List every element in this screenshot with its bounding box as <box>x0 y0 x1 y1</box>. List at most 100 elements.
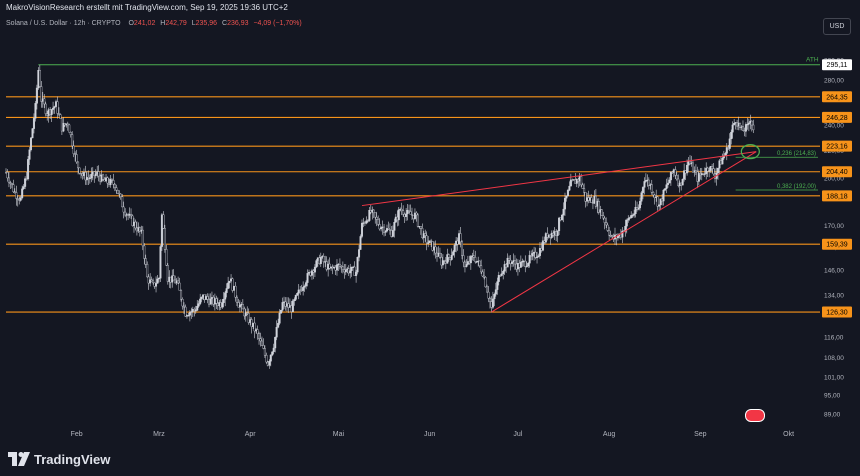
candle-body <box>193 309 196 311</box>
candle-body <box>258 333 261 339</box>
candle-body <box>280 309 283 314</box>
candle-body <box>446 254 449 264</box>
flag-icon[interactable] <box>745 409 765 422</box>
ath-price-tag <box>822 59 852 71</box>
candle-body <box>78 167 81 174</box>
candle-body <box>62 123 65 132</box>
y-tick-label: 200,00 <box>824 176 844 183</box>
candle-body <box>143 245 146 259</box>
candle-body <box>519 261 522 268</box>
candle-body <box>71 134 74 147</box>
candle-body <box>602 215 605 219</box>
candle-body <box>122 206 125 213</box>
candle-body <box>77 161 80 169</box>
candle-body <box>269 354 272 362</box>
currency-button[interactable]: USD <box>823 18 851 35</box>
candle-body <box>52 107 55 110</box>
open-label: O <box>128 20 134 27</box>
candle-body <box>405 213 408 217</box>
y-tick-label: 89,00 <box>824 412 841 419</box>
candle-body <box>303 285 306 288</box>
candle-body <box>194 310 197 312</box>
candle-body <box>647 179 650 186</box>
candle-body <box>374 212 377 218</box>
candle-body <box>72 145 75 154</box>
candle-body <box>106 177 109 184</box>
candle-body <box>197 303 200 307</box>
candle-body <box>443 260 446 262</box>
candle-body <box>119 193 122 197</box>
trendline <box>491 151 757 313</box>
close-value: 236,93 <box>227 20 249 27</box>
candle-body <box>500 273 503 276</box>
candle-body <box>353 266 356 276</box>
candle-body <box>221 302 224 308</box>
level-price-tag <box>822 166 852 178</box>
candle-body <box>584 192 587 202</box>
candle-body <box>431 241 434 251</box>
candle-body <box>57 113 60 115</box>
level-price-tag <box>822 238 852 250</box>
candle-body <box>121 196 124 208</box>
candle-body <box>561 214 564 220</box>
close-label: C <box>222 20 228 27</box>
candle-body <box>256 329 259 334</box>
candle-body <box>291 300 294 312</box>
candle-body <box>469 256 472 264</box>
x-tick-label: Aug <box>603 431 616 438</box>
x-tick-label: Feb <box>71 431 83 438</box>
candle-body <box>162 214 165 229</box>
candle-body <box>534 251 537 258</box>
candle-body <box>109 179 112 186</box>
candle-body <box>182 305 185 308</box>
candle-body <box>302 287 305 291</box>
candle-body <box>652 192 655 196</box>
candle-body <box>474 257 477 263</box>
candle-body <box>172 275 175 281</box>
candle-body <box>384 230 387 233</box>
candle-body <box>231 278 234 291</box>
candle-body <box>400 208 403 211</box>
candle-body <box>415 212 418 216</box>
candle-body <box>281 302 284 311</box>
candle-body <box>134 221 137 229</box>
candle-body <box>377 219 380 225</box>
high-label: H <box>160 20 166 27</box>
open-value: 241,02 <box>133 20 156 27</box>
level-price-label: 204,40 <box>826 169 848 176</box>
candle-body <box>662 189 665 202</box>
candle-body <box>196 306 199 311</box>
y-tick-label: 108,00 <box>824 355 844 362</box>
candle-body <box>278 312 281 324</box>
candle-body <box>388 229 391 231</box>
candle-body <box>452 251 455 256</box>
candle-body <box>262 345 265 349</box>
candle-body <box>391 230 394 237</box>
candle-body <box>508 257 511 261</box>
candle-body <box>411 214 414 216</box>
candle-body <box>494 289 497 295</box>
candle-body <box>397 209 400 221</box>
candle-body <box>387 228 390 230</box>
candle-body <box>487 291 490 299</box>
candle-body <box>730 131 733 140</box>
candle-body <box>225 288 228 293</box>
candle-body <box>686 164 689 174</box>
candle-body <box>616 235 619 239</box>
candle-body <box>338 263 341 267</box>
candle-body <box>19 197 22 201</box>
candle-body <box>110 179 113 181</box>
candle-body <box>744 124 747 132</box>
candle-body <box>181 298 184 307</box>
candle-body <box>277 323 280 328</box>
candle-body <box>322 256 325 263</box>
candle-body <box>66 123 69 126</box>
y-tick-label: 116,00 <box>824 334 844 341</box>
candle-body <box>293 299 296 302</box>
x-tick-label: Jun <box>424 431 435 438</box>
candle-body <box>124 211 127 216</box>
candle-body <box>359 236 362 250</box>
candle-body <box>413 212 416 219</box>
candle-body <box>428 240 431 244</box>
